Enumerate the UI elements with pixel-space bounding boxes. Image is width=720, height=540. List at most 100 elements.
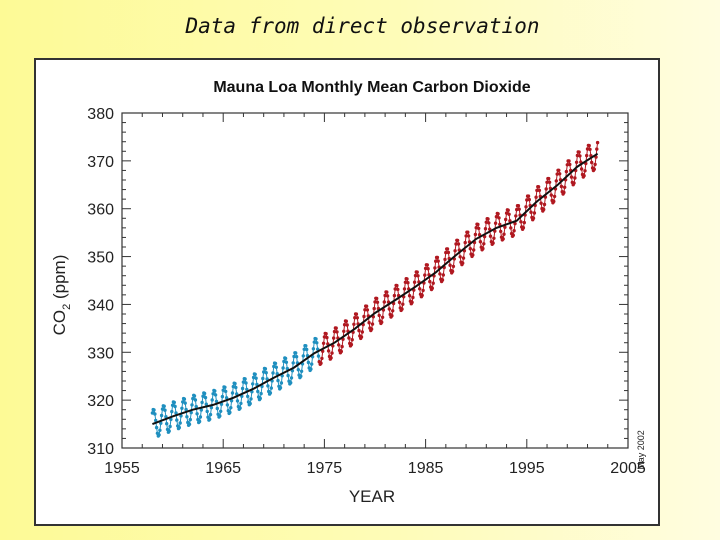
- data-point: [482, 242, 486, 246]
- data-point: [199, 408, 203, 412]
- data-point: [235, 399, 240, 403]
- data-point: [536, 185, 541, 189]
- data-point: [445, 247, 450, 251]
- data-point: [256, 389, 260, 394]
- data-point: [385, 294, 390, 298]
- data-point: [305, 347, 309, 352]
- data-point: [281, 366, 285, 370]
- data-point: [311, 347, 316, 351]
- data-point: [456, 242, 461, 246]
- data-point: [326, 349, 331, 353]
- data-point: [436, 259, 440, 263]
- data-point: [359, 335, 364, 339]
- data-point: [310, 362, 314, 366]
- data-point: [590, 160, 594, 165]
- data-point: [195, 412, 199, 416]
- data-point: [508, 219, 512, 223]
- x-tick-label: 1985: [408, 460, 444, 477]
- data-point: [208, 417, 212, 421]
- data-point: [340, 344, 344, 349]
- chart-panel: Mauna Loa Monthly Mean Carbon Dioxide 31…: [34, 58, 660, 526]
- data-point: [425, 263, 429, 267]
- data-point: [557, 168, 561, 172]
- data-point: [201, 394, 205, 398]
- data-point: [192, 394, 197, 398]
- data-point: [258, 396, 262, 401]
- data-point: [213, 389, 217, 393]
- data-point: [357, 328, 361, 333]
- data-point: [592, 167, 596, 171]
- data-point: [266, 384, 270, 388]
- data-point: [430, 286, 434, 290]
- data-point: [372, 306, 376, 311]
- data-point: [153, 412, 157, 416]
- data-point: [416, 274, 420, 278]
- data-point: [507, 212, 511, 216]
- data-point: [301, 354, 305, 358]
- data-point: [502, 232, 506, 236]
- chart-title: Mauna Loa Monthly Mean Carbon Dioxide: [213, 79, 530, 96]
- data-point: [363, 308, 367, 312]
- data-point: [448, 263, 452, 267]
- data-point: [154, 418, 158, 423]
- co2-chart: Mauna Loa Monthly Mean Carbon Dioxide 31…: [50, 79, 646, 506]
- data-point: [466, 230, 470, 234]
- data-point: [531, 216, 536, 220]
- data-point: [334, 326, 338, 330]
- data-point: [370, 322, 375, 326]
- data-point: [314, 337, 318, 341]
- data-point: [350, 338, 354, 342]
- y-tick-label: 380: [87, 106, 114, 123]
- data-point: [527, 197, 531, 202]
- data-point: [458, 255, 462, 259]
- data-point: [487, 221, 491, 225]
- data-point: [224, 389, 228, 394]
- data-point: [461, 256, 466, 260]
- data-point: [562, 190, 566, 195]
- data-point: [243, 377, 247, 381]
- data-point: [261, 376, 265, 381]
- data-point: [269, 386, 273, 390]
- data-point: [476, 222, 480, 227]
- data-point: [154, 425, 159, 430]
- data-point: [468, 247, 472, 251]
- data-point: [157, 433, 161, 437]
- data-point: [493, 221, 498, 225]
- data-point: [426, 267, 430, 271]
- data-point: [283, 356, 288, 361]
- data-point: [220, 394, 225, 399]
- data-point: [205, 409, 209, 414]
- data-point: [229, 399, 234, 403]
- data-point: [390, 314, 394, 318]
- data-point: [299, 369, 304, 373]
- data-point: [302, 347, 306, 351]
- data-point: [524, 205, 528, 209]
- data-point: [183, 401, 187, 405]
- data-point: [488, 234, 493, 238]
- data-point: [355, 316, 359, 320]
- slide-title: Data from direct observation: [185, 14, 540, 38]
- data-point: [478, 240, 483, 244]
- data-point: [278, 386, 283, 390]
- data-point: [431, 281, 435, 285]
- data-point: [219, 409, 223, 413]
- x-axis-title: YEAR: [349, 487, 395, 506]
- data-point: [542, 207, 546, 212]
- data-point: [559, 184, 564, 189]
- data-point: [173, 404, 177, 409]
- data-point: [567, 159, 571, 163]
- data-point: [229, 406, 233, 410]
- data-point: [271, 371, 275, 375]
- data-point: [197, 419, 202, 424]
- data-point: [453, 249, 457, 253]
- data-point: [574, 160, 579, 164]
- data-point: [162, 404, 166, 408]
- data-point: [353, 316, 357, 320]
- data-point: [215, 406, 219, 411]
- data-point: [595, 140, 600, 145]
- data-point: [225, 403, 230, 407]
- data-point: [554, 179, 558, 183]
- data-point: [471, 253, 475, 257]
- data-point: [564, 169, 569, 174]
- data-point: [402, 287, 407, 291]
